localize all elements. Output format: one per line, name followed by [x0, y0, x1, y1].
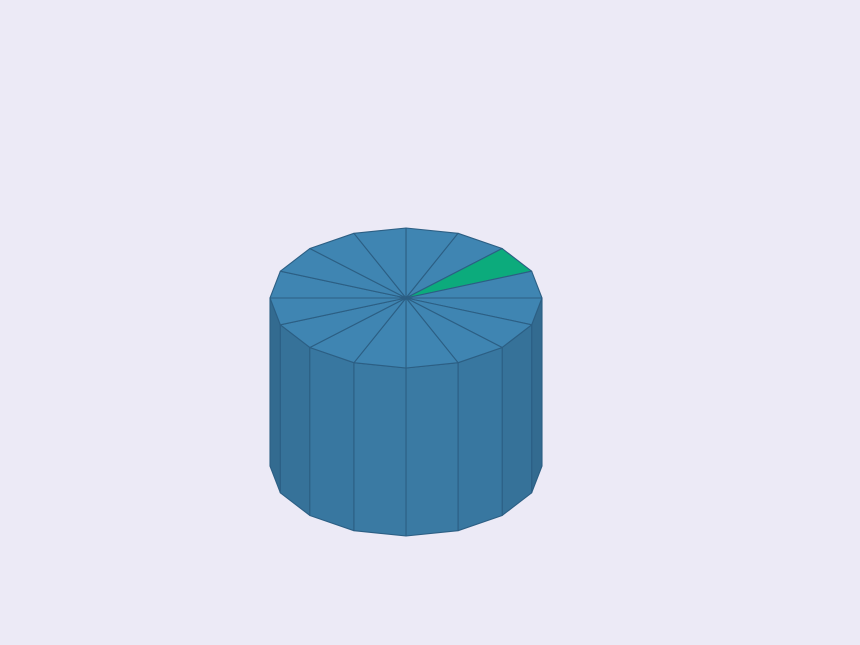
chart-3d-pie: [0, 0, 860, 645]
pie-top: [270, 228, 542, 368]
pie-svg: [0, 0, 860, 645]
